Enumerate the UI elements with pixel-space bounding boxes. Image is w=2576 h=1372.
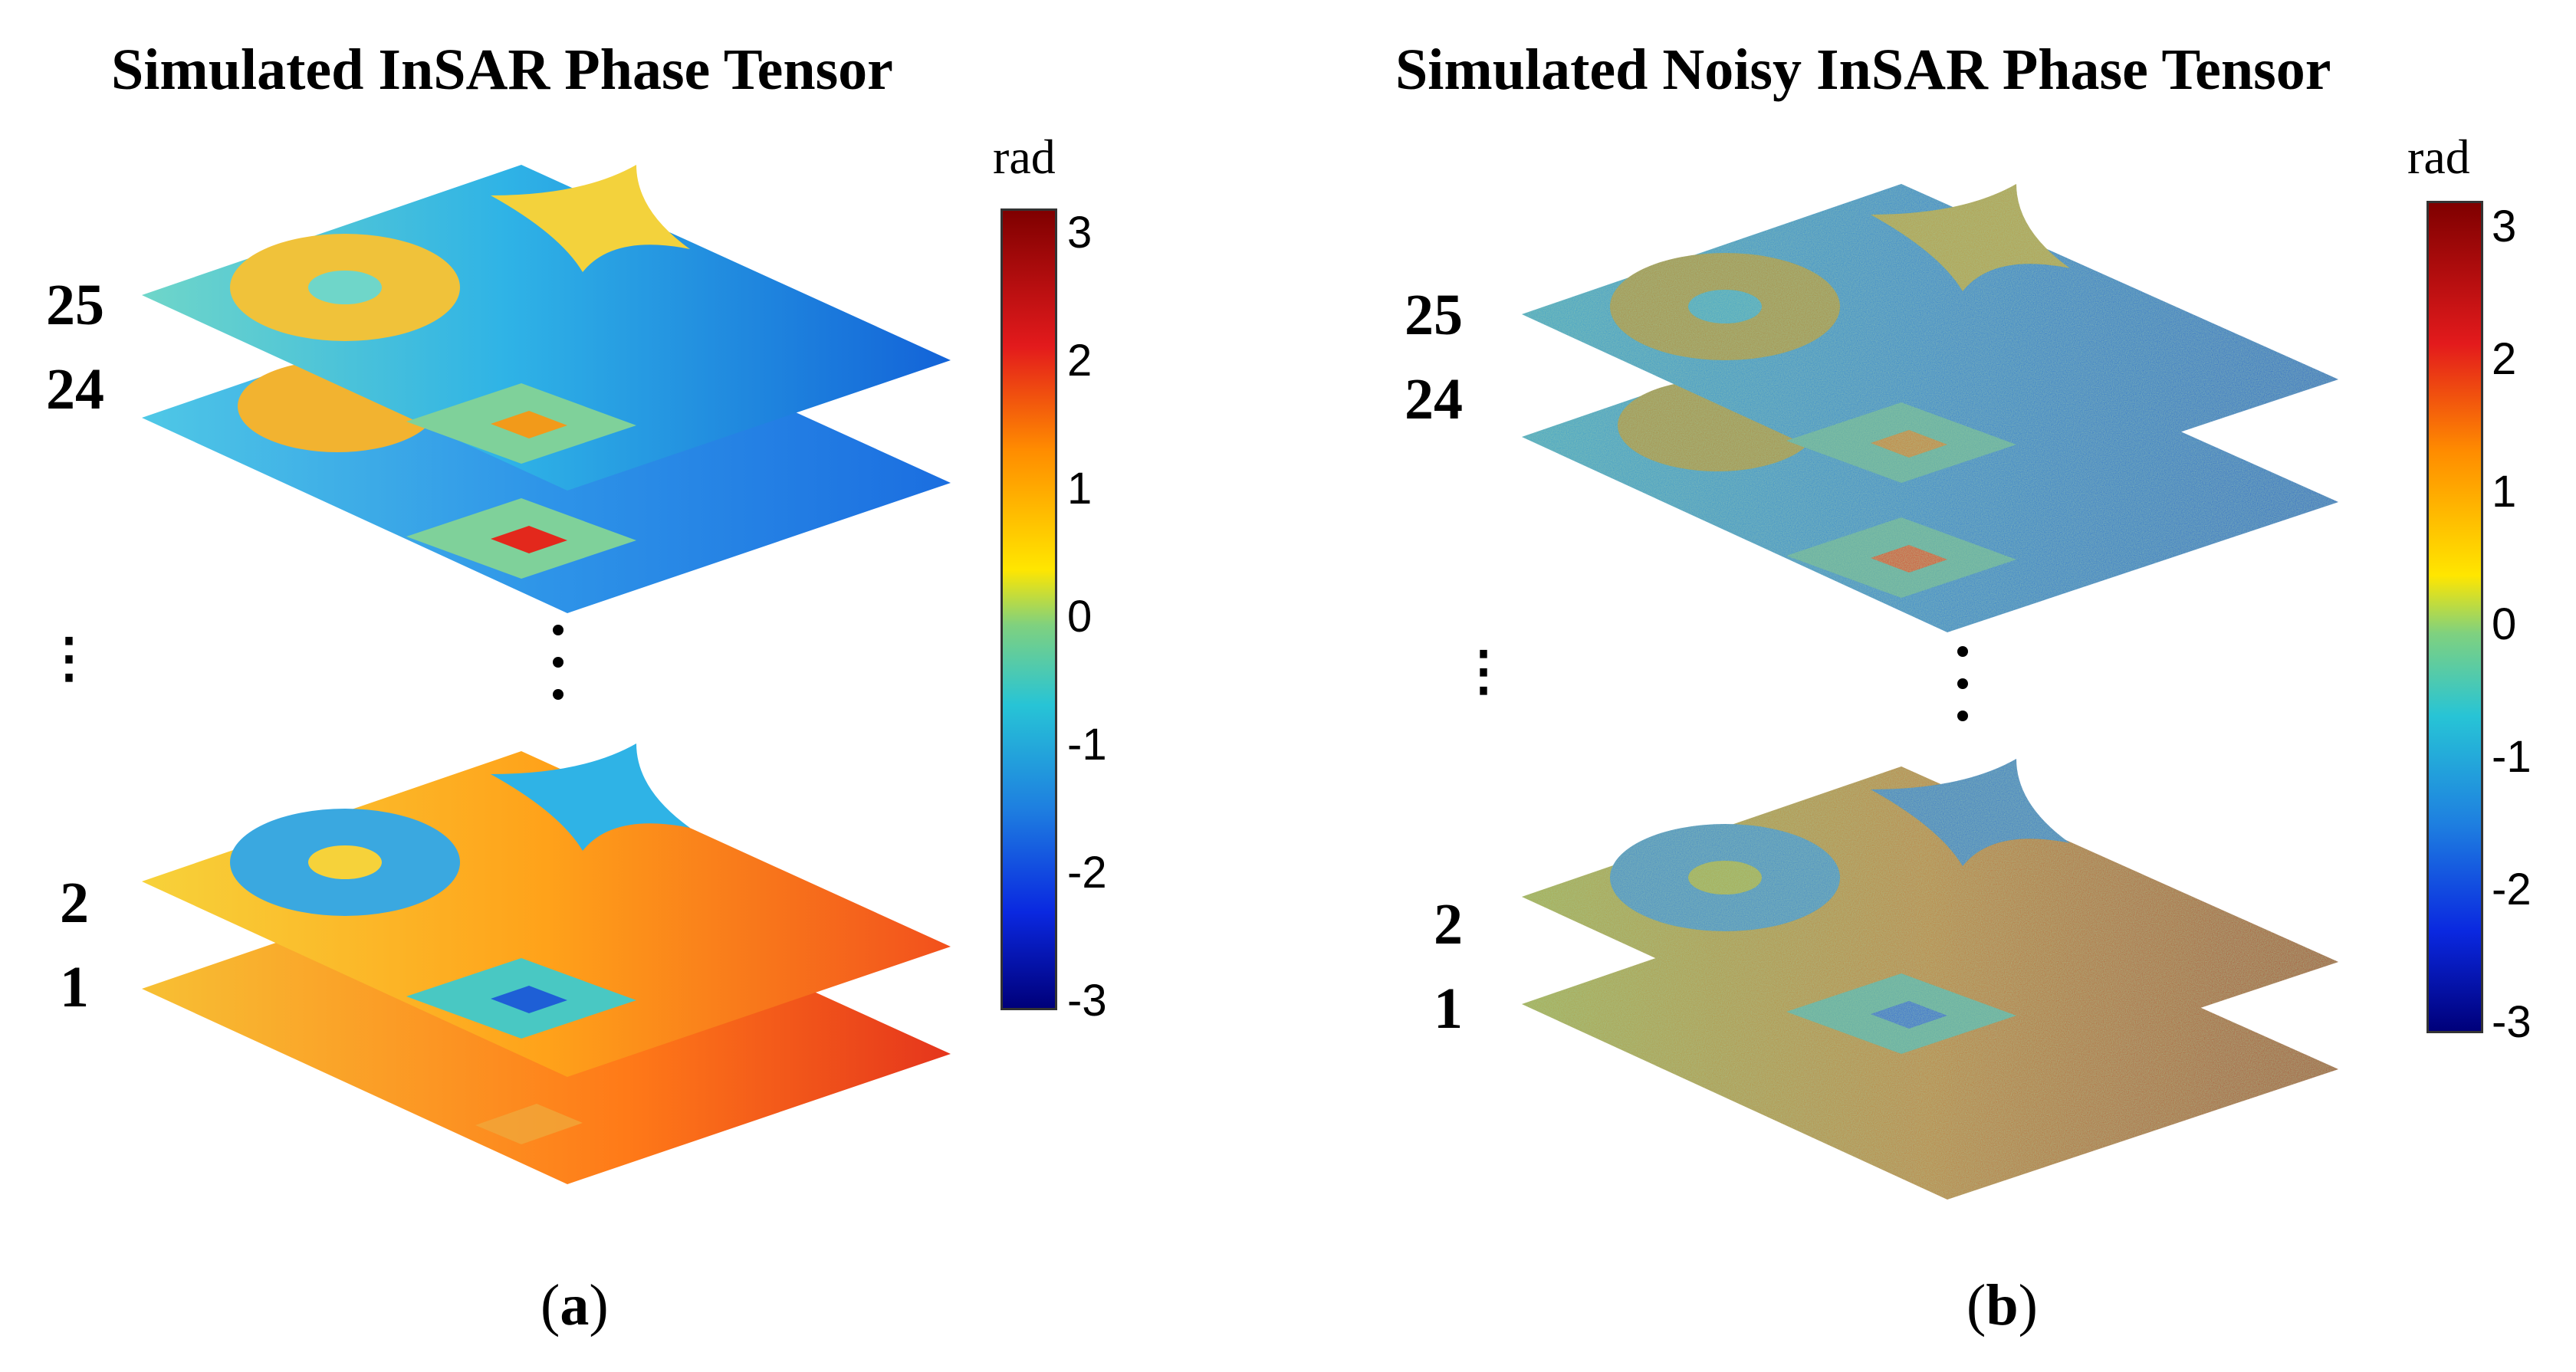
panel-a-caption-letter: a — [560, 1273, 590, 1338]
panel-b-colorbar — [2426, 201, 2483, 1033]
panel-a-caption: (a) — [540, 1273, 609, 1338]
panel-a-title: Simulated InSAR Phase Tensor — [111, 38, 893, 102]
panel-a-layer-label-1: 1 — [60, 955, 89, 1019]
panel-a-layers — [142, 165, 951, 1184]
panel-a-tick: -2 — [1067, 848, 1107, 898]
panel-b-layer-label-1: 1 — [1434, 976, 1463, 1041]
panel-b-layers — [1522, 184, 2338, 1200]
panel-a-layer-label-25: 25 — [46, 273, 104, 337]
panel-a-colorbar — [1001, 208, 1057, 1010]
panel-a-layer-2 — [142, 743, 951, 1077]
panel-a-tick: 1 — [1067, 464, 1092, 514]
panel-b-tick: -2 — [2492, 865, 2532, 914]
panel-b-layer-label-25: 25 — [1405, 283, 1463, 347]
panel-b-tick: 1 — [2492, 467, 2517, 517]
panel-b-colorbar-unit: rad — [2407, 130, 2470, 184]
panel-a-tick: -3 — [1067, 976, 1107, 1026]
panel-b-caption: (b) — [1967, 1273, 2038, 1338]
panel-a-tick: 0 — [1067, 592, 1092, 642]
panel-b-tick: 2 — [2492, 334, 2517, 384]
panel-b-tick: 0 — [2492, 599, 2517, 649]
panel-b-title: Simulated Noisy InSAR Phase Tensor — [1395, 38, 2331, 102]
panel-b-layer-label-24: 24 — [1405, 367, 1463, 432]
panel-a-tick: 3 — [1067, 208, 1092, 258]
panel-b-tick: 3 — [2492, 202, 2517, 251]
panel-b-ellipsis: ⋮ — [1457, 642, 1510, 701]
panel-a-tick: -1 — [1067, 720, 1107, 770]
panel-a-colorbar-unit: rad — [993, 130, 1056, 184]
panel-b-tick: -3 — [2492, 997, 2532, 1047]
panel-a-tick: 2 — [1067, 336, 1092, 386]
panel-b-layer-label-2: 2 — [1434, 892, 1463, 957]
panel-b-layer-25 — [1522, 184, 2338, 510]
panel-b-caption-letter: b — [1986, 1273, 2019, 1338]
panel-a-layer-label-24: 24 — [46, 357, 104, 422]
panel-b-layer-2 — [1522, 759, 2338, 1092]
panel-b-tick: -1 — [2492, 732, 2532, 782]
panel-a-layer-label-2: 2 — [60, 871, 89, 935]
panel-a-ellipsis: ⋮ — [42, 629, 96, 688]
panel-a-layer-25 — [142, 165, 951, 491]
